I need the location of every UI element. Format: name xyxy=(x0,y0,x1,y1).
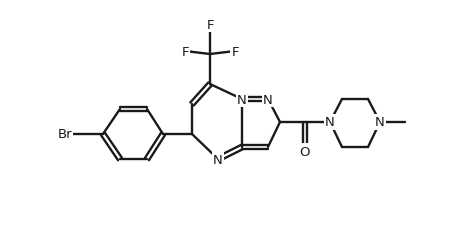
Text: N: N xyxy=(263,93,273,106)
Text: N: N xyxy=(375,116,385,129)
Text: O: O xyxy=(300,145,310,158)
Text: F: F xyxy=(231,45,239,58)
Text: N: N xyxy=(213,153,223,166)
Text: F: F xyxy=(181,45,189,58)
Text: N: N xyxy=(237,93,247,106)
Text: F: F xyxy=(206,18,214,31)
Text: N: N xyxy=(325,116,335,129)
Text: Br: Br xyxy=(57,128,72,141)
